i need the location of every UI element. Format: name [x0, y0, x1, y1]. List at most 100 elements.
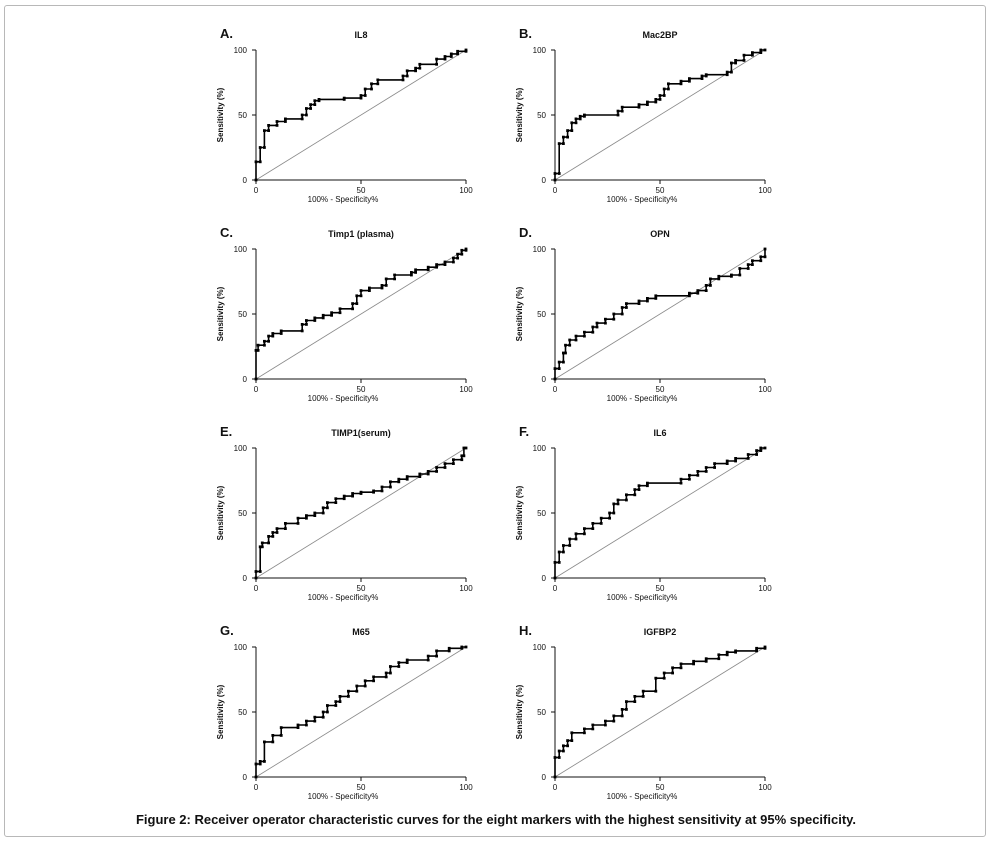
chart-title: Mac2BP [642, 30, 677, 40]
roc-point [574, 117, 578, 121]
roc-point [363, 679, 367, 683]
roc-point [313, 719, 317, 723]
roc-point [725, 70, 729, 74]
roc-point [414, 69, 417, 73]
x-tick-label: 100 [758, 385, 772, 394]
roc-point [300, 323, 304, 326]
roc-point [654, 689, 658, 693]
roc-point [604, 321, 607, 325]
roc-point [671, 666, 674, 670]
roc-point [258, 762, 262, 766]
roc-point [359, 289, 363, 292]
x-tick-label: 100 [459, 783, 473, 792]
roc-point [342, 494, 346, 498]
roc-point [700, 74, 704, 78]
roc-point [460, 645, 464, 649]
y-tick-label: 50 [537, 509, 546, 518]
roc-point [679, 481, 683, 485]
roc-point [351, 494, 354, 498]
roc-point [263, 146, 266, 149]
roc-point [372, 679, 375, 683]
roc-point [608, 511, 611, 515]
roc-point [654, 294, 658, 298]
roc-point [616, 109, 620, 113]
x-tick-label: 50 [656, 584, 665, 593]
y-tick-label: 50 [238, 509, 247, 518]
roc-point [296, 723, 300, 727]
roc-point [368, 289, 371, 292]
roc-point [275, 120, 279, 123]
roc-point [562, 544, 565, 547]
roc-point [625, 302, 628, 305]
roc-point [263, 129, 266, 132]
chart-title: IL8 [354, 30, 367, 40]
roc-point [564, 351, 567, 355]
roc-point [389, 671, 392, 675]
roc-point [372, 675, 375, 679]
roc-point [271, 734, 275, 737]
roc-point [738, 273, 742, 277]
roc-point [305, 723, 308, 727]
roc-point [258, 160, 262, 164]
roc-point [397, 477, 401, 481]
roc-point [620, 105, 624, 109]
roc-point [426, 470, 430, 473]
roc-point [566, 739, 569, 742]
roc-point [405, 477, 409, 481]
roc-point [692, 659, 695, 663]
x-tick-label: 0 [254, 186, 259, 195]
roc-point [599, 522, 603, 525]
roc-point [583, 113, 586, 117]
panel-letter: E. [220, 424, 232, 439]
roc-point [557, 367, 561, 370]
panel-letter: G. [220, 623, 234, 638]
roc-point [260, 541, 264, 545]
roc-point [599, 516, 603, 520]
roc-point [562, 135, 565, 139]
roc-point [696, 291, 700, 295]
roc-point [704, 466, 708, 469]
roc-point [742, 53, 746, 57]
roc-point [591, 325, 595, 329]
roc-point [452, 256, 455, 260]
panel-letter: H. [519, 623, 532, 638]
x-axis-label: 100% - Specificity% [607, 593, 678, 602]
roc-point [763, 48, 767, 52]
roc-point [359, 490, 363, 494]
roc-point [583, 731, 586, 735]
roc-point [263, 740, 266, 744]
roc-point [755, 453, 758, 456]
roc-point [384, 671, 388, 675]
roc-point [376, 82, 380, 86]
roc-point [338, 700, 342, 703]
roc-point [405, 661, 409, 664]
roc-point [456, 49, 459, 53]
roc-point [359, 96, 363, 100]
roc-point [557, 360, 561, 364]
roc-point [759, 51, 763, 54]
y-tick-label: 100 [234, 46, 248, 55]
roc-point [254, 349, 258, 352]
roc-point [254, 762, 258, 766]
roc-point [604, 317, 607, 321]
roc-point [713, 466, 716, 469]
roc-point [570, 731, 574, 735]
roc-point [368, 286, 371, 290]
roc-point [574, 338, 578, 342]
roc-point [397, 480, 401, 484]
roc-point [405, 475, 409, 478]
roc-point [604, 723, 607, 727]
roc-point [679, 477, 683, 481]
roc-point [746, 453, 750, 456]
roc-point [759, 48, 763, 52]
roc-point [464, 48, 468, 52]
reference-diagonal [554, 447, 766, 579]
roc-point [313, 103, 317, 106]
roc-point [633, 700, 637, 703]
roc-point [725, 653, 729, 657]
y-axis-label: Sensitivity (%) [515, 684, 524, 739]
roc-point [704, 470, 708, 473]
roc-point [313, 514, 317, 517]
roc-point [380, 286, 384, 290]
panel-letter: F. [519, 424, 529, 439]
